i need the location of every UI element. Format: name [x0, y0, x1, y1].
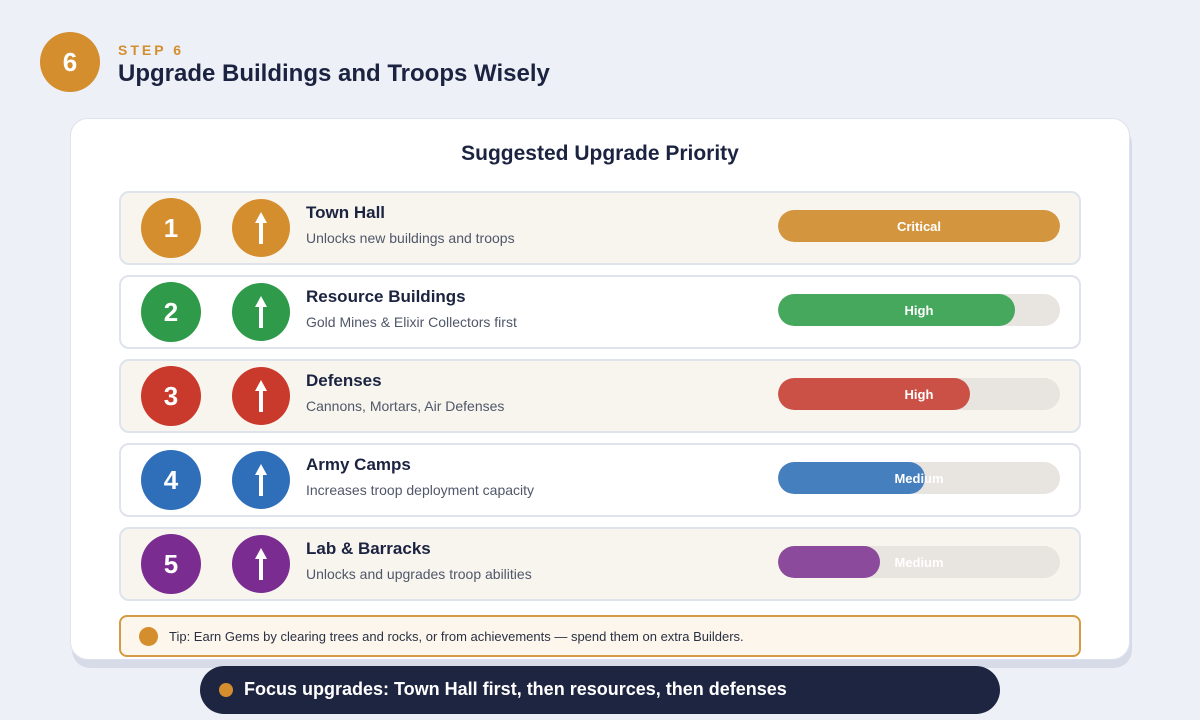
priority-row: 4 Army Camps Increases troop deployment ca… — [119, 443, 1081, 517]
priority-level-label: Medium — [894, 470, 944, 486]
priority-bar-fill — [778, 546, 880, 578]
building-name: Resource Buildings — [306, 287, 466, 306]
step-number-badge: 6 — [40, 32, 100, 92]
page-title: Upgrade Buildings and Troops Wisely — [118, 60, 550, 87]
priority-level-label: Critical — [896, 218, 942, 234]
upgrade-icon-badge — [232, 367, 290, 425]
priority-row: 1 Town Hall Unlocks new buildings and troo… — [119, 191, 1081, 265]
building-name: Lab & Barracks — [306, 539, 431, 558]
priority-level-label: High — [904, 302, 934, 318]
priority-rank-badge: 5 — [141, 534, 201, 594]
tip-box: Tip: Earn Gems by clearing trees and roc… — [119, 615, 1081, 657]
footer-bullet-icon — [219, 683, 233, 697]
priority-bar-fill — [778, 378, 970, 410]
building-description: Unlocks and upgrades troop abilities — [306, 566, 532, 582]
up-arrow-icon — [255, 380, 267, 412]
building-description: Increases troop deployment capacity — [306, 482, 535, 498]
priority-bar-fill — [778, 294, 1015, 326]
priority-rank-badge: 2 — [141, 282, 201, 342]
upgrade-icon-badge — [232, 451, 290, 509]
footer-banner: Focus upgrades: Town Hall first, then re… — [200, 666, 1000, 714]
priority-rank-badge: 1 — [141, 198, 201, 258]
up-arrow-icon — [255, 212, 267, 244]
building-name: Army Camps — [306, 455, 411, 474]
priority-bar-fill — [778, 462, 925, 494]
up-arrow-icon — [255, 296, 267, 328]
building-name: Town Hall — [306, 203, 386, 222]
footer-text: Focus upgrades: Town Hall first, then re… — [244, 679, 787, 699]
priority-bar: Medium — [778, 546, 1060, 578]
priority-rank-badge: 3 — [141, 366, 201, 426]
up-arrow-icon — [255, 548, 267, 580]
priority-row: 5 Lab & Barracks Unlocks and upgrades troo… — [119, 527, 1081, 601]
building-description: Cannons, Mortars, Air Defenses — [306, 398, 505, 414]
priority-bar: High — [778, 378, 1060, 410]
building-description: Gold Mines & Elixir Collectors first — [306, 314, 517, 330]
tip-bullet-icon — [139, 627, 158, 646]
building-name: Defenses — [306, 371, 382, 390]
upgrade-icon-badge — [232, 535, 290, 593]
priority-level-label: High — [904, 386, 934, 402]
priority-bar-fill — [778, 210, 1060, 242]
step-label: STEP 6 — [118, 42, 184, 58]
card-title: Suggested Upgrade Priority — [461, 142, 739, 165]
priority-row: 2 Resource Buildings Gold Mines & Elixir C… — [119, 275, 1081, 349]
upgrade-icon-badge — [232, 199, 290, 257]
building-description: Unlocks new buildings and troops — [306, 230, 515, 246]
priority-bar: Critical — [778, 210, 1060, 242]
priority-level-label: Medium — [894, 554, 944, 570]
priority-row: 3 Defenses Cannons, Mortars, Air Defenses H… — [119, 359, 1081, 433]
priority-bar: High — [778, 294, 1060, 326]
priority-bar: Medium — [778, 462, 1060, 494]
priority-rank-badge: 4 — [141, 450, 201, 510]
upgrade-icon-badge — [232, 283, 290, 341]
tip-text: Tip: Earn Gems by clearing trees and roc… — [169, 629, 744, 644]
up-arrow-icon — [255, 464, 267, 496]
